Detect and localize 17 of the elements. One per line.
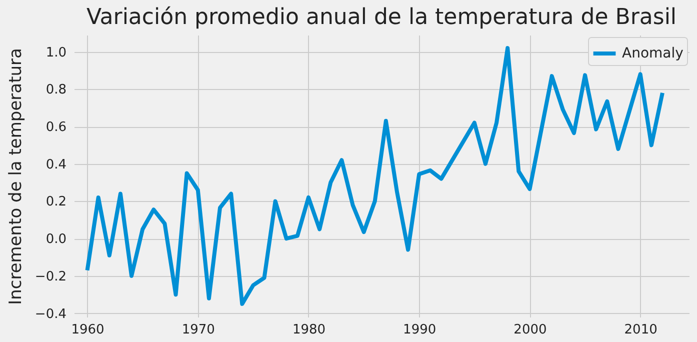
y-tick-label: 1.0 xyxy=(46,45,66,60)
x-tick-label: 1980 xyxy=(292,322,326,338)
legend-label: Anomaly xyxy=(622,46,684,62)
y-tick-label: −0.2 xyxy=(34,269,66,284)
y-tick-label: −0.4 xyxy=(34,306,66,322)
y-tick-label: 0.0 xyxy=(46,232,66,248)
x-tick-label: 1960 xyxy=(71,322,104,338)
y-tick-label: 0.6 xyxy=(46,120,66,136)
x-tick-label: 1970 xyxy=(182,322,215,338)
y-tick-label: 0.4 xyxy=(46,157,66,172)
chart-title: Variación promedio anual de la temperatura de Brasil xyxy=(86,5,677,30)
x-tick-label: 1990 xyxy=(403,322,436,338)
x-tick-label: 2000 xyxy=(514,322,547,338)
y-axis-title: Incremento de la temperatura xyxy=(6,48,26,305)
x-tick-label: 2010 xyxy=(624,322,658,338)
y-tick-label: 0.2 xyxy=(46,194,66,210)
y-tick-label: 0.8 xyxy=(46,82,66,98)
